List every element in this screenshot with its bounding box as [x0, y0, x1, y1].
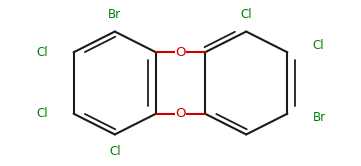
Text: O: O — [175, 46, 186, 59]
Text: Cl: Cl — [313, 39, 324, 52]
Text: Cl: Cl — [109, 145, 121, 158]
Text: Br: Br — [313, 111, 326, 124]
Text: Cl: Cl — [37, 46, 48, 59]
Text: Br: Br — [108, 8, 121, 21]
Text: Cl: Cl — [37, 107, 48, 120]
Text: O: O — [175, 107, 186, 120]
Text: Cl: Cl — [240, 8, 252, 21]
